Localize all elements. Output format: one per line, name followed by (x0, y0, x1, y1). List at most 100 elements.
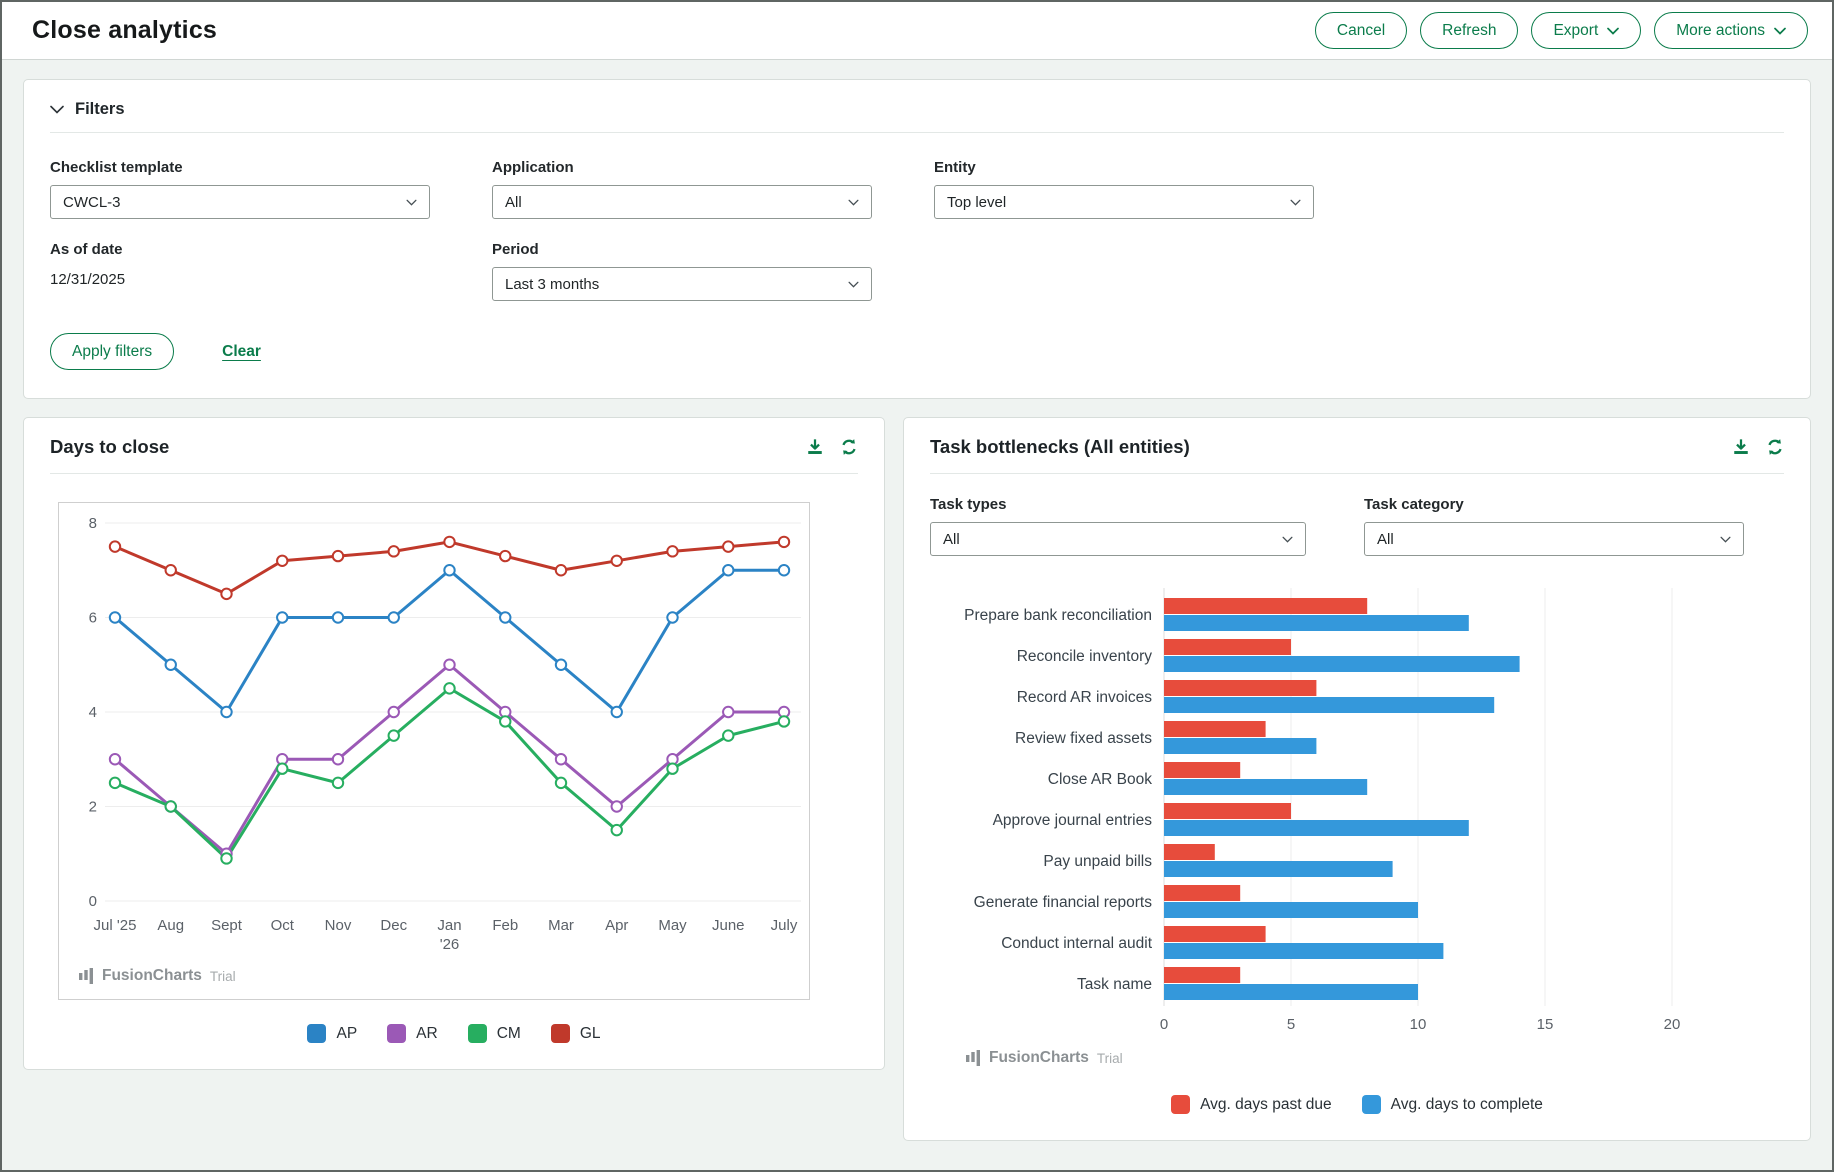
svg-text:Feb: Feb (492, 917, 518, 934)
task-bottlenecks-filters: Task types All Task category All (930, 496, 1784, 556)
checklist-template-select[interactable]: CWCL-3 (50, 185, 430, 219)
svg-text:0: 0 (89, 893, 97, 910)
legend-item-ar[interactable]: AR (387, 1024, 438, 1043)
task-category-label: Task category (1364, 496, 1464, 513)
watermark-brand: FusionCharts (102, 967, 202, 984)
svg-text:Mar: Mar (548, 917, 574, 934)
entity-select[interactable]: Top level (934, 185, 1314, 219)
period-field: Period Last 3 months (492, 241, 872, 301)
legend-swatch (307, 1024, 327, 1043)
legend-label: AP (336, 1024, 358, 1042)
svg-text:Jan: Jan (437, 917, 461, 934)
svg-text:Sept: Sept (211, 917, 243, 934)
task-types-value: All (943, 530, 960, 548)
legend-item-avg-days-to-complete[interactable]: Avg. days to complete (1361, 1095, 1543, 1114)
period-select[interactable]: Last 3 months (492, 267, 872, 301)
svg-text:July: July (771, 917, 798, 934)
svg-text:Record AR invoices: Record AR invoices (1017, 689, 1153, 706)
legend-swatch (467, 1024, 487, 1043)
legend-label: Avg. days to complete (1390, 1095, 1543, 1113)
task-category-select[interactable]: All (1364, 522, 1744, 556)
page-title: Close analytics (32, 16, 218, 44)
legend-swatch (550, 1024, 570, 1043)
chevron-down-icon (1720, 536, 1731, 543)
svg-text:8: 8 (89, 515, 97, 532)
legend-swatch (1361, 1095, 1381, 1114)
fusioncharts-logo-icon (79, 968, 93, 984)
chevron-down-icon (1282, 536, 1293, 543)
svg-text:0: 0 (1160, 1016, 1168, 1033)
fusioncharts-watermark: FusionCharts Trial (966, 1049, 1784, 1067)
checklist-template-field: Checklist template CWCL-3 (50, 159, 430, 219)
svg-text:Oct: Oct (271, 917, 295, 934)
days-to-close-chart: 0 2 4 6 8 Jul '25 Aug Sept Oct Nov Dec Jan '26 Feb Mar… (58, 502, 810, 1000)
task-types-select[interactable]: All (930, 522, 1306, 556)
clear-filters-link[interactable]: Clear (222, 342, 261, 360)
more-actions-button[interactable]: More actions (1654, 12, 1808, 49)
export-button[interactable]: Export (1531, 12, 1642, 49)
svg-text:Generate financial reports: Generate financial reports (974, 894, 1153, 911)
download-icon[interactable] (806, 438, 824, 456)
entity-label: Entity (934, 159, 976, 176)
refresh-button[interactable]: Refresh (1420, 12, 1519, 49)
main-content: Filters Checklist template CWCL-3 Applic… (2, 60, 1832, 1160)
collapse-chevron-icon[interactable] (50, 105, 64, 114)
svg-text:10: 10 (1410, 1016, 1427, 1033)
days-to-close-card: Days to close (23, 417, 885, 1070)
svg-text:June: June (712, 917, 745, 934)
watermark-suffix: Trial (1096, 1050, 1123, 1066)
legend-item-cm[interactable]: CM (467, 1024, 521, 1043)
svg-text:Approve journal entries: Approve journal entries (993, 812, 1153, 829)
filters-header: Filters (50, 100, 1784, 133)
filters-actions: Apply filters Clear (50, 333, 1784, 370)
as-of-date-label: As of date (50, 241, 123, 258)
legend-label: GL (579, 1024, 601, 1042)
svg-text:6: 6 (89, 610, 97, 627)
refresh-icon[interactable] (1766, 438, 1784, 456)
svg-text:Close AR Book: Close AR Book (1048, 771, 1152, 788)
svg-text:2: 2 (89, 799, 97, 816)
apply-filters-button[interactable]: Apply filters (50, 333, 175, 370)
top-bar: Close analytics Cancel Refresh Export Mo… (2, 2, 1832, 60)
legend-label: CM (496, 1024, 521, 1042)
top-bar-actions: Cancel Refresh Export More actions (1314, 12, 1808, 49)
refresh-button-label: Refresh (1442, 21, 1497, 39)
svg-text:5: 5 (1287, 1016, 1295, 1033)
line-chart-legend: AP AR CM GL (50, 1024, 858, 1043)
legend-label: Avg. days past due (1200, 1095, 1332, 1113)
apply-filters-label: Apply filters (72, 342, 153, 360)
legend-item-ap[interactable]: AP (307, 1024, 357, 1043)
legend-item-gl[interactable]: GL (550, 1024, 601, 1043)
application-field: Application All (492, 159, 872, 219)
svg-text:Reconcile inventory: Reconcile inventory (1017, 648, 1153, 665)
application-select[interactable]: All (492, 185, 872, 219)
cancel-button[interactable]: Cancel (1314, 12, 1408, 49)
entity-value: Top level (947, 193, 1007, 211)
legend-item-avg-days-past-due[interactable]: Avg. days past due (1171, 1095, 1332, 1114)
more-actions-button-label: More actions (1676, 21, 1765, 39)
chevron-down-icon (848, 281, 859, 288)
svg-text:Apr: Apr (605, 917, 628, 934)
chevron-down-icon (1290, 199, 1301, 206)
refresh-icon[interactable] (840, 438, 858, 456)
download-icon[interactable] (1732, 438, 1750, 456)
svg-text:20: 20 (1664, 1016, 1681, 1033)
svg-text:4: 4 (89, 704, 97, 721)
export-button-label: Export (1553, 21, 1599, 39)
fusioncharts-logo-icon (966, 1050, 980, 1066)
task-bottlenecks-header: Task bottlenecks (All entities) (930, 436, 1784, 474)
filters-panel: Filters Checklist template CWCL-3 Applic… (23, 79, 1811, 399)
checklist-template-label: Checklist template (50, 159, 183, 176)
task-types-field: Task types All (930, 496, 1306, 556)
watermark-suffix: Trial (209, 968, 236, 984)
chevron-down-icon (1774, 27, 1786, 35)
task-bottlenecks-title: Task bottlenecks (All entities) (930, 436, 1190, 457)
watermark-brand: FusionCharts (989, 1049, 1089, 1066)
svg-text:Aug: Aug (157, 917, 184, 934)
cancel-button-label: Cancel (1336, 21, 1386, 39)
svg-text:May: May (658, 917, 687, 934)
application-label: Application (492, 159, 574, 176)
bar-chart-legend: Avg. days past due Avg. days to complete (930, 1095, 1784, 1114)
task-types-label: Task types (930, 496, 1007, 513)
